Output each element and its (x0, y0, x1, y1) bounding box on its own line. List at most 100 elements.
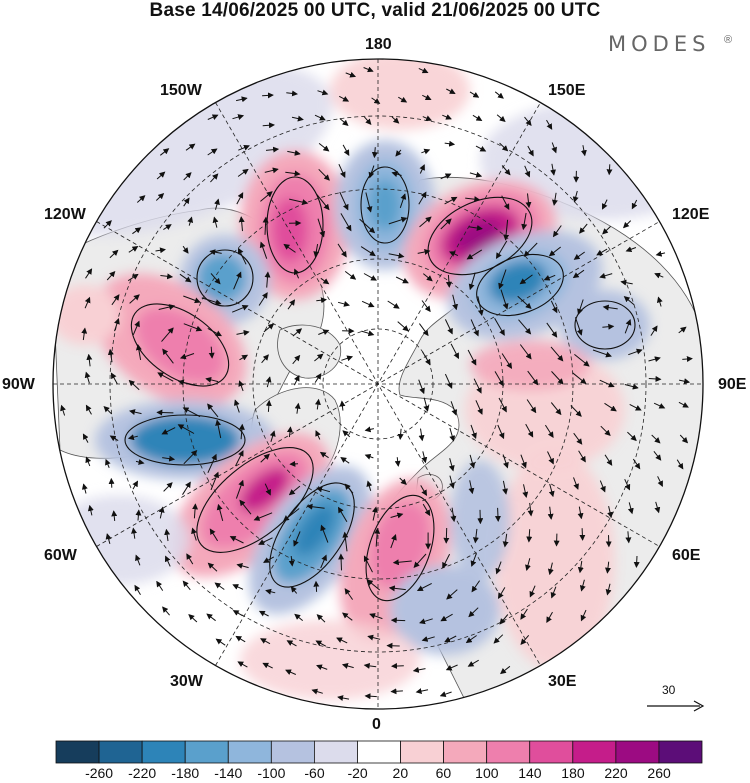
wind-vector (452, 294, 459, 311)
wind-vector (338, 95, 350, 102)
colorbar-tick-label: -20 (347, 765, 368, 781)
wind-vector (283, 243, 296, 253)
wind-vector (388, 252, 405, 259)
wind-vector (186, 553, 194, 565)
wind-vector (450, 401, 458, 416)
wind-vector (238, 380, 245, 392)
wind-vector (114, 318, 120, 332)
wind-vector (214, 198, 220, 210)
wind-vector (135, 554, 141, 566)
wind-vector (679, 434, 689, 444)
wind-vector (229, 536, 244, 544)
wind-vector (185, 143, 196, 151)
wind-vector (315, 640, 327, 647)
wind-vector (503, 219, 510, 241)
wind-vector (232, 114, 245, 120)
wind-vector (622, 220, 632, 229)
modes-logo: MODES (608, 32, 711, 56)
wind-vector (162, 606, 170, 616)
wind-vector (472, 528, 479, 544)
wind-vector (605, 561, 611, 574)
wind-vector (418, 191, 427, 205)
anomaly-area (240, 620, 420, 700)
wind-vector (232, 304, 249, 313)
wind-vector (269, 430, 276, 442)
wind-vector (599, 272, 613, 279)
wind-vector (345, 71, 357, 78)
wind-vector (320, 524, 329, 543)
wind-vector (648, 356, 661, 363)
wind-vector (399, 193, 407, 209)
anomaly-area (454, 219, 502, 253)
wind-vector (361, 300, 375, 308)
wind-vector (161, 327, 174, 342)
wind-vector (294, 402, 301, 414)
wind-vector (449, 251, 459, 257)
wind-vector (656, 296, 663, 307)
wind-vector (578, 450, 586, 463)
wind-vector (412, 666, 426, 673)
wind-vector (444, 319, 453, 335)
wind-vector (417, 249, 431, 255)
anomaly-area (240, 467, 290, 513)
contour-line (196, 447, 314, 553)
wind-vector (232, 584, 244, 590)
wind-vector (627, 502, 634, 515)
colorbar-tick-label: -180 (171, 765, 200, 781)
colorbar-tick-label: 60 (435, 765, 452, 781)
wind-vector (262, 122, 275, 129)
wind-vector (682, 356, 693, 363)
wind-vector (338, 163, 346, 179)
wind-vector (208, 346, 215, 359)
wind-vector (134, 584, 141, 595)
wind-vector (397, 428, 404, 440)
wind-vector (128, 246, 139, 253)
wind-vector (131, 527, 137, 539)
wind-vector (550, 402, 562, 416)
wind-vector (258, 537, 273, 545)
lon-label-150w: 150W (160, 82, 202, 99)
wind-vector (473, 378, 482, 394)
wind-vector (421, 636, 435, 642)
wind-vectors (60, 66, 693, 701)
wind-vector (209, 249, 222, 256)
wind-vector (183, 172, 192, 181)
contour-line (574, 300, 636, 350)
wind-vector (444, 373, 453, 389)
wind-vector (497, 424, 505, 440)
colorbar-tick-label: 220 (604, 765, 628, 781)
wind-vector (106, 270, 116, 281)
wind-vector (135, 344, 142, 360)
wind-vector (422, 503, 431, 517)
wind-vector (235, 635, 246, 643)
wind-vector (237, 168, 249, 177)
wind-vector (265, 588, 276, 595)
wind-vector (547, 451, 554, 465)
wind-vector (258, 610, 269, 617)
wind-vector (420, 485, 428, 497)
wind-vector (341, 663, 354, 669)
wind-vector (111, 510, 118, 521)
wind-vector (475, 400, 483, 415)
wind-vector (265, 146, 280, 153)
lon-label-150e: 150E (548, 82, 586, 99)
wind-vector (390, 534, 397, 549)
wind-vector (293, 268, 300, 279)
wind-vector (625, 531, 632, 544)
wind-vector (422, 115, 433, 121)
wind-vector (440, 173, 452, 180)
wind-vector (653, 402, 666, 409)
wind-vector (470, 319, 479, 337)
wind-vector (421, 300, 431, 313)
wind-vector (264, 271, 271, 288)
wind-vector (421, 351, 431, 366)
contour-line (365, 494, 435, 602)
wind-vector (342, 430, 351, 438)
wind-vector (418, 379, 425, 395)
wind-vector (108, 477, 115, 488)
wind-vector (290, 586, 298, 594)
lon-label-30e: 30E (548, 673, 577, 690)
wind-vector (602, 226, 611, 235)
wind-vector (363, 66, 374, 73)
colorbar-swatch (270, 740, 315, 764)
